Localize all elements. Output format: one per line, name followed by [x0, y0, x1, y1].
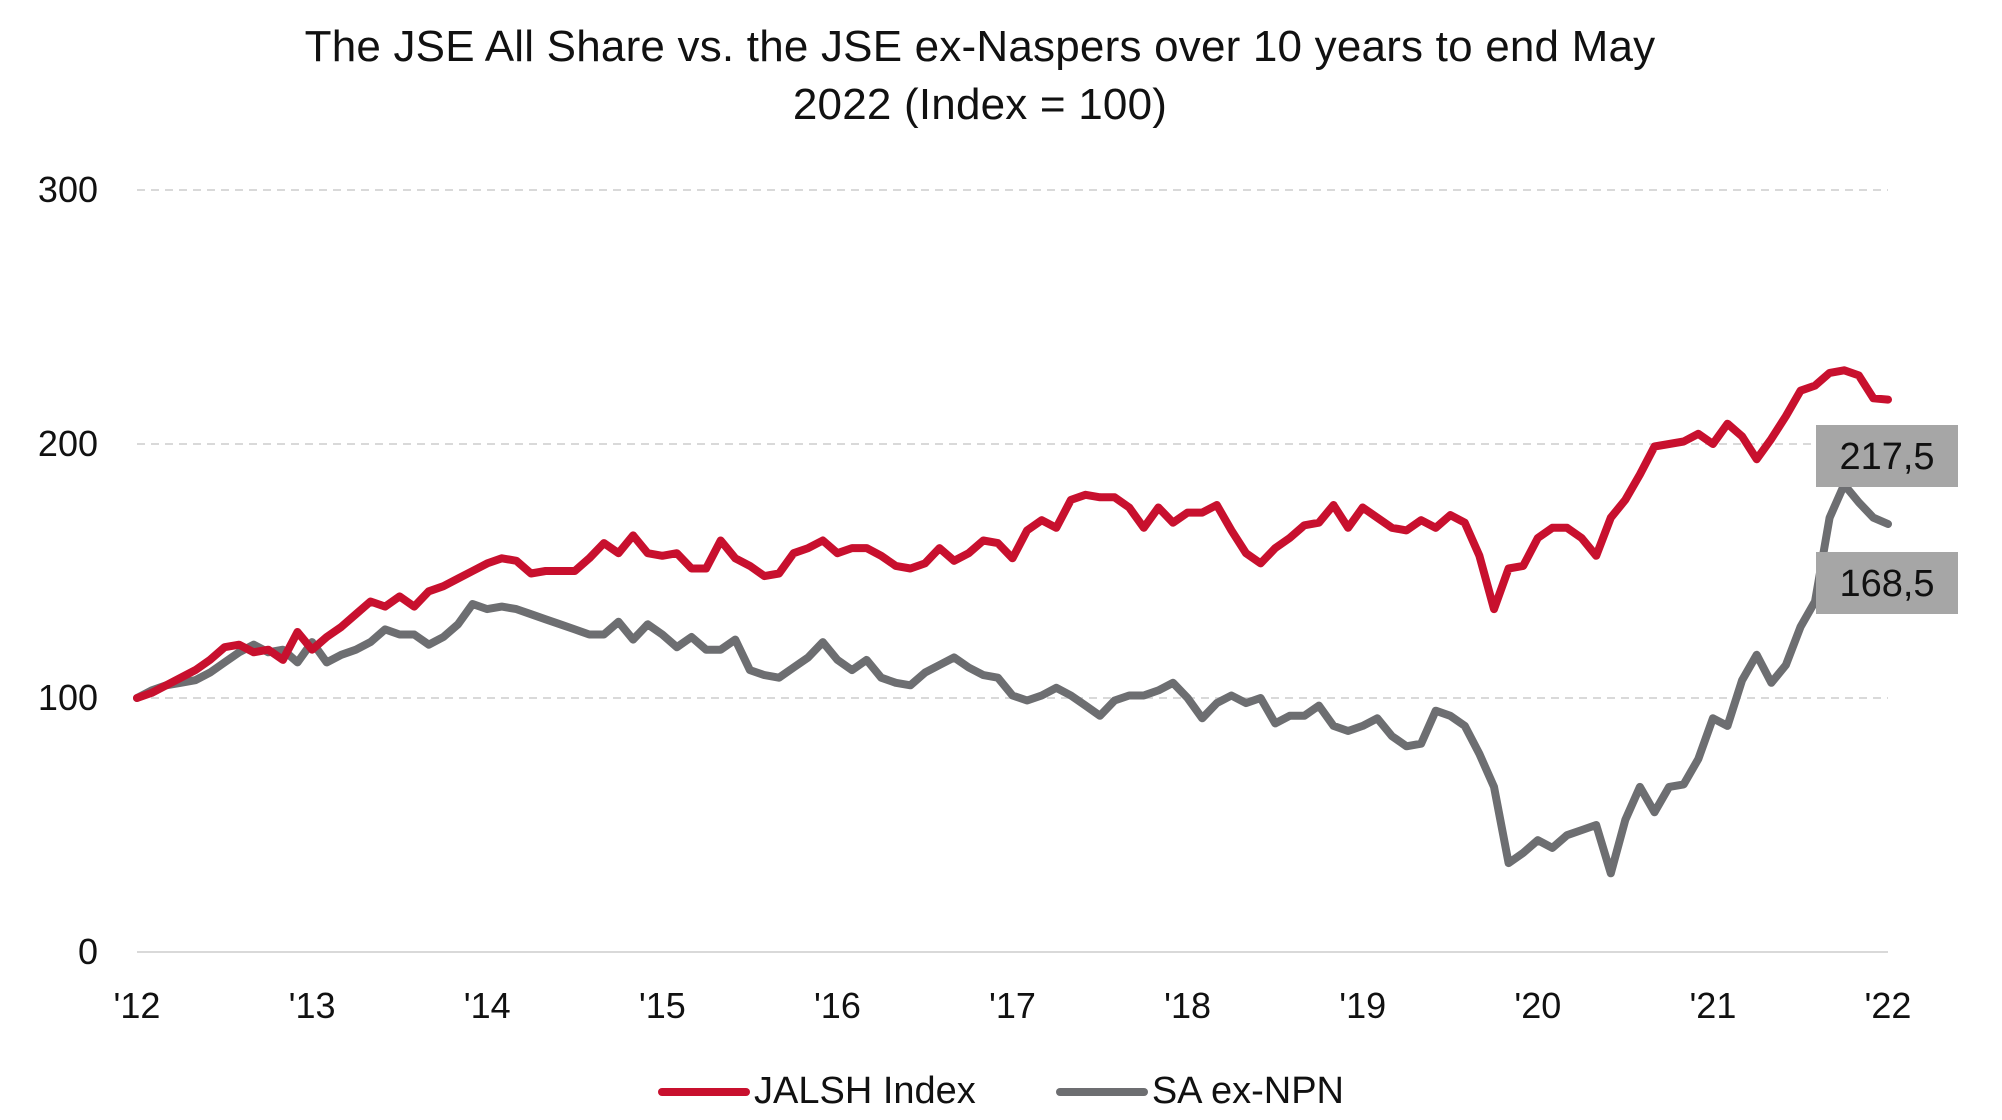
legend-swatch-sa-ex-npn [1055, 1087, 1148, 1096]
x-tick-label: '16 [814, 985, 861, 1026]
chart-title-line-1: The JSE All Share vs. the JSE ex-Naspers… [304, 22, 1656, 71]
end-label-value: 217,5 [1839, 436, 1934, 478]
x-tick-label: '14 [464, 985, 511, 1026]
legend-swatch-jalsh [658, 1087, 751, 1096]
legend-item-sa-ex-npn: SA ex-NPN [1055, 1070, 1344, 1113]
x-tick-label: '20 [1514, 985, 1561, 1026]
legend-item-jalsh: JALSH Index [658, 1070, 976, 1113]
series-line-sa-ex-npn [133, 480, 1892, 878]
end-label-box [1816, 552, 1958, 614]
y-axis: 0 100 200 300 [38, 169, 98, 972]
x-tick-label: '12 [114, 985, 161, 1026]
chart-title: The JSE All Share vs. the JSE ex-Naspers… [0, 18, 1960, 134]
chart-title-line-2: 2022 (Index = 100) [792, 80, 1168, 129]
y-tick-label: 300 [38, 169, 98, 210]
series-lines [133, 366, 1892, 878]
x-tick-label: '18 [1164, 985, 1211, 1026]
y-tick-label: 0 [78, 931, 98, 972]
x-tick-label: '19 [1339, 985, 1386, 1026]
x-tick-label: '21 [1689, 985, 1736, 1026]
x-tick-label: '13 [289, 985, 336, 1026]
y-tick-label: 200 [38, 423, 98, 464]
end-label-box [1816, 425, 1958, 487]
end-labels: 217,5 168,5 [1816, 425, 1958, 614]
legend-label-jalsh: JALSH Index [754, 1070, 976, 1112]
end-label-value: 168,5 [1839, 563, 1934, 605]
y-tick-label: 100 [38, 677, 98, 718]
gridlines [137, 189, 1888, 953]
x-tick-label: '17 [989, 985, 1036, 1026]
legend: JALSH Index SA ex-NPN [0, 1070, 2002, 1113]
series-line-jalsh-index [133, 366, 1892, 702]
x-tick-label: '15 [639, 985, 686, 1026]
legend-label-sa-ex-npn: SA ex-NPN [1151, 1070, 1344, 1112]
x-tick-label: '22 [1865, 985, 1912, 1026]
x-axis: '12 '13 '14 '15 '16 '17 '18 '19 '20 '21 '22 [114, 985, 1912, 1026]
